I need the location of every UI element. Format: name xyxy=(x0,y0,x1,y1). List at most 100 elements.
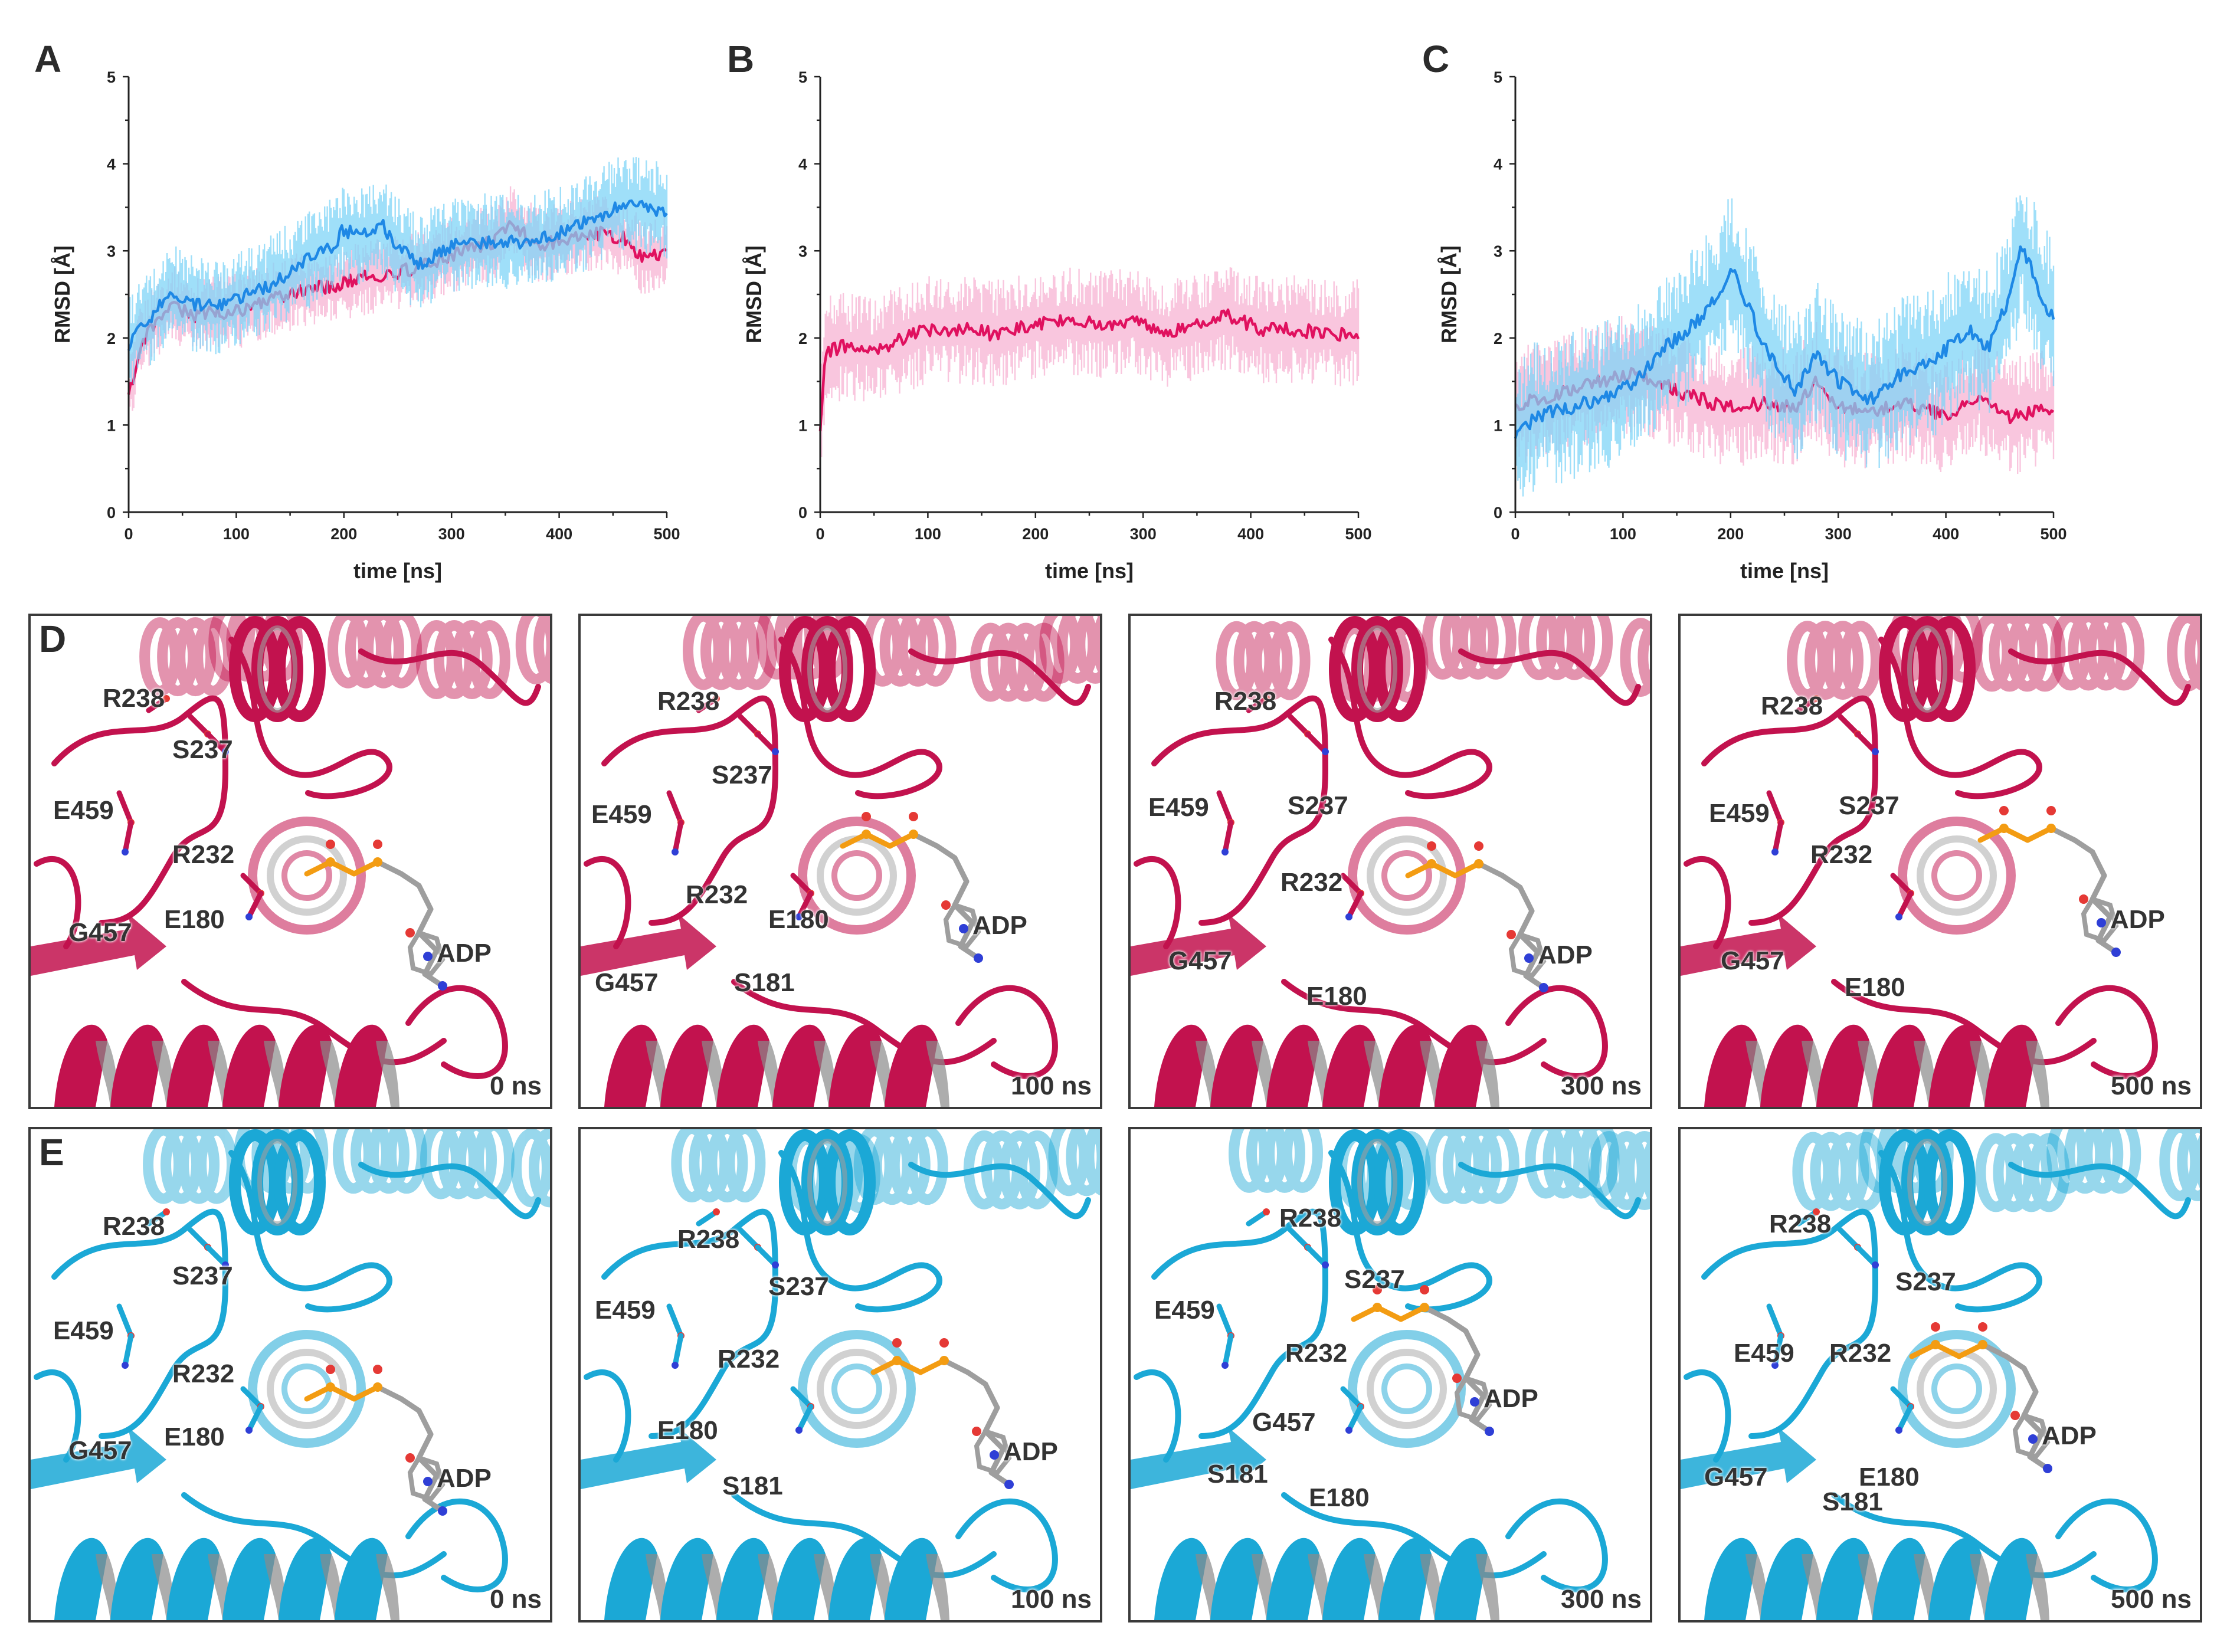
background-helix xyxy=(2159,1129,2200,1201)
x-tick-label: 300 xyxy=(1825,525,1852,543)
loop-4 xyxy=(584,1369,631,1463)
atom xyxy=(122,1362,129,1369)
x-tick-label: 400 xyxy=(1933,525,1959,543)
loop-5 xyxy=(1281,979,1547,1066)
loop-5 xyxy=(181,1492,447,1579)
y-axis-title: RMSD [Å] xyxy=(1437,245,1461,343)
side-chain-stick xyxy=(122,820,134,855)
x-tick-label: 400 xyxy=(1237,525,1264,543)
structure-panel-d-3: R238 E459 S237 R232 G457 E180 ADP 500 ns xyxy=(1678,614,2202,1109)
residue-label-adp: ADP xyxy=(437,939,492,968)
loop-0 xyxy=(1701,695,1879,926)
background-helix xyxy=(671,1129,766,1203)
atom xyxy=(222,748,229,755)
loop-3 xyxy=(955,985,1058,1079)
loop-2 xyxy=(2008,1162,2191,1220)
atom xyxy=(1813,695,1820,702)
structure-render xyxy=(31,1129,550,1620)
central-helix xyxy=(798,817,916,935)
y-tick-label: 1 xyxy=(1494,417,1502,434)
side-chain-stick xyxy=(696,1209,719,1227)
atom xyxy=(163,695,170,702)
bottom-helix xyxy=(54,1024,399,1107)
residue-label-e459: E459 xyxy=(1734,1339,1794,1368)
y-axis-title: RMSD [Å] xyxy=(50,245,74,343)
atom xyxy=(1263,1208,1270,1215)
atom xyxy=(1263,695,1270,702)
time-label: 300 ns xyxy=(1561,1071,1642,1100)
atom xyxy=(1872,1261,1879,1268)
side-chain-stick xyxy=(1837,1227,1861,1250)
x-tick-label: 500 xyxy=(1345,525,1371,543)
side-chain-stick xyxy=(1287,1227,1311,1250)
residue-label-e180: E180 xyxy=(1306,982,1367,1011)
x-tick-label: 100 xyxy=(223,525,250,543)
atom xyxy=(163,1208,170,1215)
side-chain-stick xyxy=(1287,713,1311,737)
time-label: 0 ns xyxy=(489,1071,542,1100)
time-label: 0 ns xyxy=(489,1585,542,1614)
side-chain-stick xyxy=(246,1404,264,1433)
loop-3 xyxy=(405,985,508,1079)
y-tick-label: 4 xyxy=(107,156,116,173)
beta-strand xyxy=(1131,914,1266,976)
adp-ligand xyxy=(304,840,447,991)
residue-label-r232: R232 xyxy=(172,1359,235,1388)
background-helix xyxy=(143,1129,238,1204)
adp-ligand xyxy=(1909,1322,2052,1473)
loop-4 xyxy=(34,856,81,949)
x-tick-label: 200 xyxy=(1717,525,1744,543)
residue-label-r238: R238 xyxy=(657,687,720,716)
side-chain-stick xyxy=(1890,873,1914,896)
bottom-helix xyxy=(1704,1024,2049,1107)
x-tick-label: 0 xyxy=(1511,525,1519,543)
side-chain-stick xyxy=(1305,731,1328,755)
central-helix xyxy=(798,1330,916,1448)
side-chain-stick xyxy=(796,890,814,920)
residue-label-e459: E459 xyxy=(1709,799,1770,828)
residue-label-s237: S237 xyxy=(172,1261,233,1290)
loop-1 xyxy=(778,1150,942,1313)
loop-1 xyxy=(228,637,392,799)
bottom-helix xyxy=(604,1538,949,1620)
bottom-helix xyxy=(1154,1024,1499,1107)
structure-panel-e-2: R238 S237 E459 R232 ADP G457 S181 E180 300 ns xyxy=(1128,1127,1652,1622)
side-chain-stick xyxy=(1222,820,1234,855)
residue-label-g457: G457 xyxy=(68,918,132,947)
residue-label-r232: R232 xyxy=(1810,840,1873,869)
loop-3 xyxy=(405,1498,508,1592)
side-chain-stick xyxy=(790,873,814,896)
residue-label-r238: R238 xyxy=(677,1225,740,1254)
residue-label-r238: R238 xyxy=(1214,687,1277,716)
residue-label-g457: G457 xyxy=(1252,1408,1316,1437)
side-chain-stick xyxy=(1837,713,1861,737)
side-chain-stick xyxy=(1340,873,1364,896)
loop-0 xyxy=(601,1208,779,1439)
side-chain-stick xyxy=(187,1227,211,1250)
panel-letter: A xyxy=(34,38,61,80)
time-label: 500 ns xyxy=(2111,1585,2192,1614)
residue-label-s181: S181 xyxy=(722,1471,783,1500)
loop-5 xyxy=(181,979,447,1066)
residue-label-g457: G457 xyxy=(1721,946,1784,975)
loop-5 xyxy=(1831,1492,2097,1579)
residue-label-adp: ADP xyxy=(1003,1437,1058,1466)
side-chain-stick xyxy=(796,1404,814,1433)
panel-letter: D xyxy=(39,618,67,660)
y-tick-label: 3 xyxy=(798,242,807,260)
time-label: 100 ns xyxy=(1011,1071,1092,1100)
side-chain-stick xyxy=(1772,820,1784,855)
y-tick-label: 1 xyxy=(798,417,807,434)
background-helix xyxy=(1792,1132,1887,1211)
residue-label-e459: E459 xyxy=(1148,793,1209,822)
loop-0 xyxy=(1701,1208,1879,1439)
residue-label-s181: S181 xyxy=(1207,1460,1268,1489)
adp-ligand xyxy=(840,812,983,963)
loop-4 xyxy=(34,1369,81,1463)
residue-label-r232: R232 xyxy=(172,840,235,869)
side-chain-stick xyxy=(1796,1209,1819,1227)
residue-label-e180: E180 xyxy=(768,905,829,934)
side-chain-stick xyxy=(1766,1303,1784,1339)
residue-label-adp: ADP xyxy=(972,911,1027,940)
atom xyxy=(1221,1362,1229,1369)
